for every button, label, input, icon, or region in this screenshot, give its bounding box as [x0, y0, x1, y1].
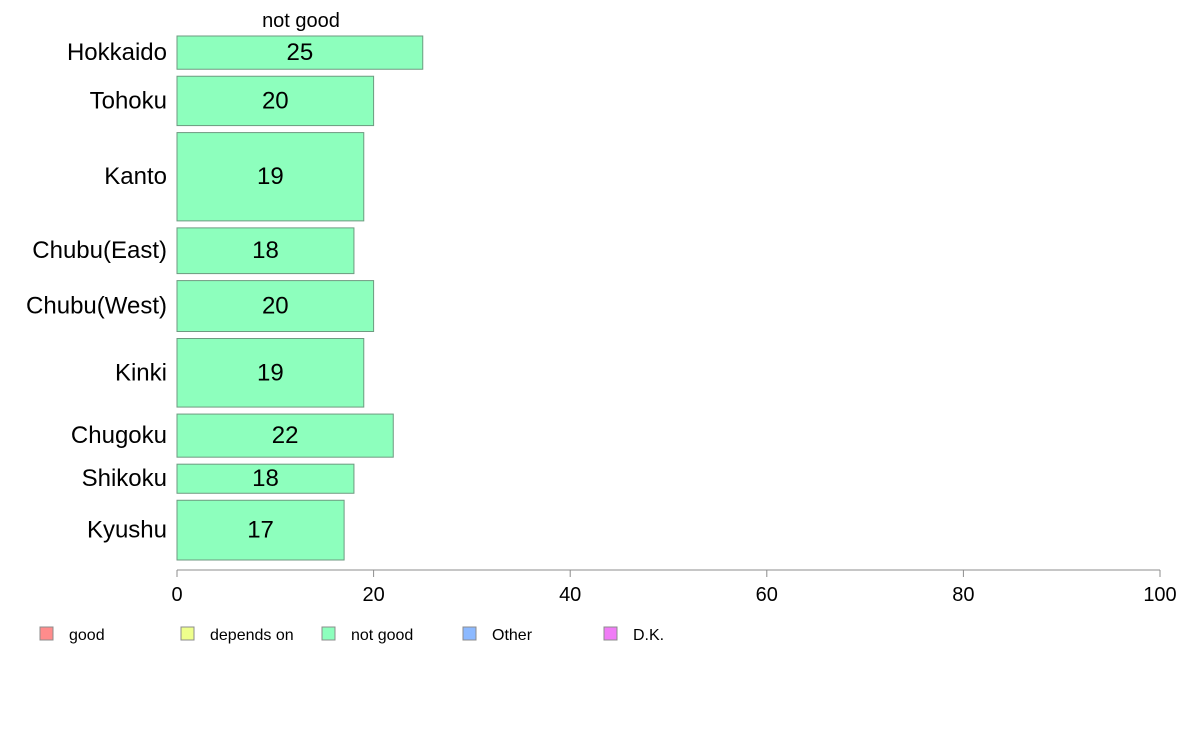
legend-label: not good — [351, 627, 413, 644]
bar-kinki — [176, 338, 365, 408]
category-label: Hokkaido — [67, 39, 167, 66]
bars-layer: 25 Hokkaido 20 Tohoku 19 Kanto 18 Chubu(East) 20… — [26, 35, 424, 561]
bar-chugoku — [176, 413, 394, 458]
bar-hokkaido — [176, 35, 424, 70]
legend-label: good — [69, 627, 105, 644]
legend-swatch — [603, 626, 618, 641]
legend-label: D.K. — [633, 627, 664, 644]
category-label: Chugoku — [71, 422, 167, 449]
category-label: Kinki — [115, 359, 167, 386]
category-label: Tohoku — [90, 87, 167, 114]
bar-value-label: 18 — [252, 465, 279, 492]
bar-tohoku — [176, 75, 375, 127]
x-tick-label: 0 — [171, 584, 182, 606]
legend: good depends on not good Other D.K. — [39, 626, 664, 644]
bar-value-label: 25 — [287, 39, 314, 66]
bar-chubu-west — [176, 280, 375, 333]
category-label: Kanto — [104, 163, 167, 190]
bar-value-label: 20 — [262, 293, 289, 320]
x-axis: 0 20 40 60 80 100 — [171, 569, 1177, 606]
legend-label: Other — [492, 627, 533, 644]
x-tick-label: 40 — [559, 584, 581, 606]
legend-label: depends on — [210, 627, 294, 644]
legend-swatch — [39, 626, 54, 641]
bar-value-label: 19 — [257, 163, 284, 190]
x-tick-label: 20 — [362, 584, 384, 606]
legend-swatch — [180, 626, 195, 641]
bar-value-label: 19 — [257, 359, 284, 386]
category-label: Chubu(East) — [32, 237, 167, 264]
x-tick-label: 80 — [952, 584, 974, 606]
bar-value-label: 18 — [252, 237, 279, 264]
bar-chubu-east — [176, 227, 355, 275]
bar-kanto — [176, 132, 365, 222]
bar-value-label: 22 — [272, 422, 299, 449]
category-label: Shikoku — [82, 465, 167, 492]
bar-value-label: 20 — [262, 87, 289, 114]
legend-swatch — [321, 626, 336, 641]
bar-kyushu — [176, 499, 345, 561]
legend-swatch — [462, 626, 477, 641]
category-label: Chubu(West) — [26, 293, 167, 320]
panel-title: not good — [262, 10, 340, 32]
category-label: Kyushu — [87, 517, 167, 544]
bar-shikoku — [176, 463, 355, 494]
x-tick-label: 100 — [1143, 584, 1176, 606]
x-tick-label: 60 — [756, 584, 778, 606]
bar-value-label: 17 — [247, 517, 274, 544]
